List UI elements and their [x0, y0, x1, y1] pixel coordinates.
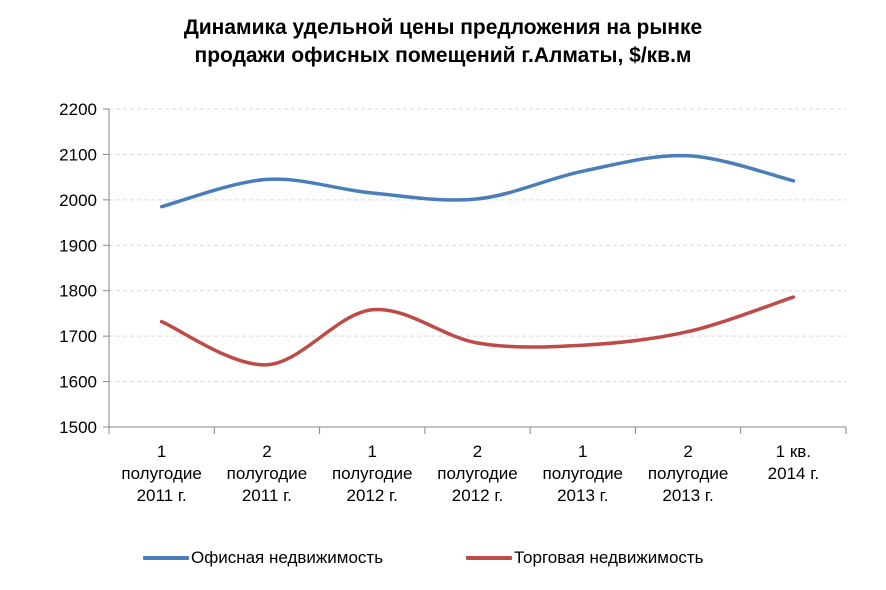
x-tick-label-line: 2 [683, 442, 692, 461]
x-tick-label-line: 1 [157, 442, 166, 461]
chart-title-line-2: продажи офисных помещений г.Алматы, $/кв… [194, 44, 692, 67]
x-tick-label: 1 кв. 2014 г. [768, 442, 819, 483]
x-tick-label-line: 2013 г. [557, 486, 608, 505]
legend-item-office: Офисная недвижимость [143, 548, 383, 568]
x-tick-label-line: 2011 г. [242, 486, 292, 505]
legend: Офисная недвижимость Торговая недвижимос… [0, 548, 886, 574]
x-tick-label: 1 полугодие 2013 г. [543, 442, 623, 505]
x-tick-label-line: полугодие [648, 464, 728, 483]
x-tick-label-line: 1 [578, 442, 587, 461]
legend-swatch-retail [466, 556, 512, 560]
x-tick-label: 2 полугодие 2011 г. [227, 442, 307, 505]
x-tick-label-line: 1 [367, 442, 376, 461]
y-tick-label: 2100 [59, 145, 97, 164]
x-tick-label-line: 2 [262, 442, 271, 461]
x-tick-label: 2 полугодие 2013 г. [648, 442, 728, 505]
legend-swatch-office [143, 556, 189, 560]
y-tick-label: 2200 [59, 100, 97, 119]
chart-title: Динамика удельной цены предложения на ры… [0, 14, 886, 70]
x-tick-label: 2 полугодие 2012 г. [437, 442, 517, 505]
series-line-retail [159, 295, 796, 367]
chart-title-line-1: Динамика удельной цены предложения на ры… [183, 16, 703, 39]
x-tick-label: 1 полугодие 2011 г. [121, 442, 201, 505]
y-tick-label: 2000 [59, 191, 97, 210]
x-tick-label: 1 полугодие 2012 г. [332, 442, 412, 505]
x-tick-label-line: полугодие [121, 464, 201, 483]
x-tick-label-line: полугодие [227, 464, 307, 483]
y-tick-label: 1700 [59, 327, 97, 346]
y-tick-label: 1900 [59, 236, 97, 255]
x-tick-label-line: 2011 г. [137, 486, 187, 505]
legend-label-retail: Торговая недвижимость [514, 548, 704, 567]
x-tick-label-line: 2012 г. [347, 486, 398, 505]
legend-item-retail: Торговая недвижимость [466, 548, 704, 568]
x-tick-label-line: полугодие [332, 464, 412, 483]
x-tick-label-line: 2012 г. [452, 486, 503, 505]
x-axis: 1 полугодие 2011 г. 2 полугодие 2011 г. 1 полуг… [108, 426, 847, 505]
grid-lines [109, 108, 846, 383]
series-lines [159, 153, 796, 367]
y-axis: 1500 1600 1700 1800 1900 2000 2100 2200 [59, 100, 110, 437]
x-tick-label-line: полугодие [543, 464, 623, 483]
x-tick-label-line: 2014 г. [768, 464, 819, 483]
x-tick-label-line: 2013 г. [662, 486, 713, 505]
legend-label-office: Офисная недвижимость [191, 548, 384, 567]
y-tick-label: 1500 [59, 418, 97, 437]
series-line-office [159, 153, 796, 209]
y-tick-label: 1800 [59, 282, 97, 301]
y-tick-label: 1600 [59, 373, 97, 392]
x-tick-label-line: 2 [473, 442, 482, 461]
x-tick-label-line: 1 кв. [776, 442, 811, 461]
x-tick-label-line: полугодие [437, 464, 517, 483]
